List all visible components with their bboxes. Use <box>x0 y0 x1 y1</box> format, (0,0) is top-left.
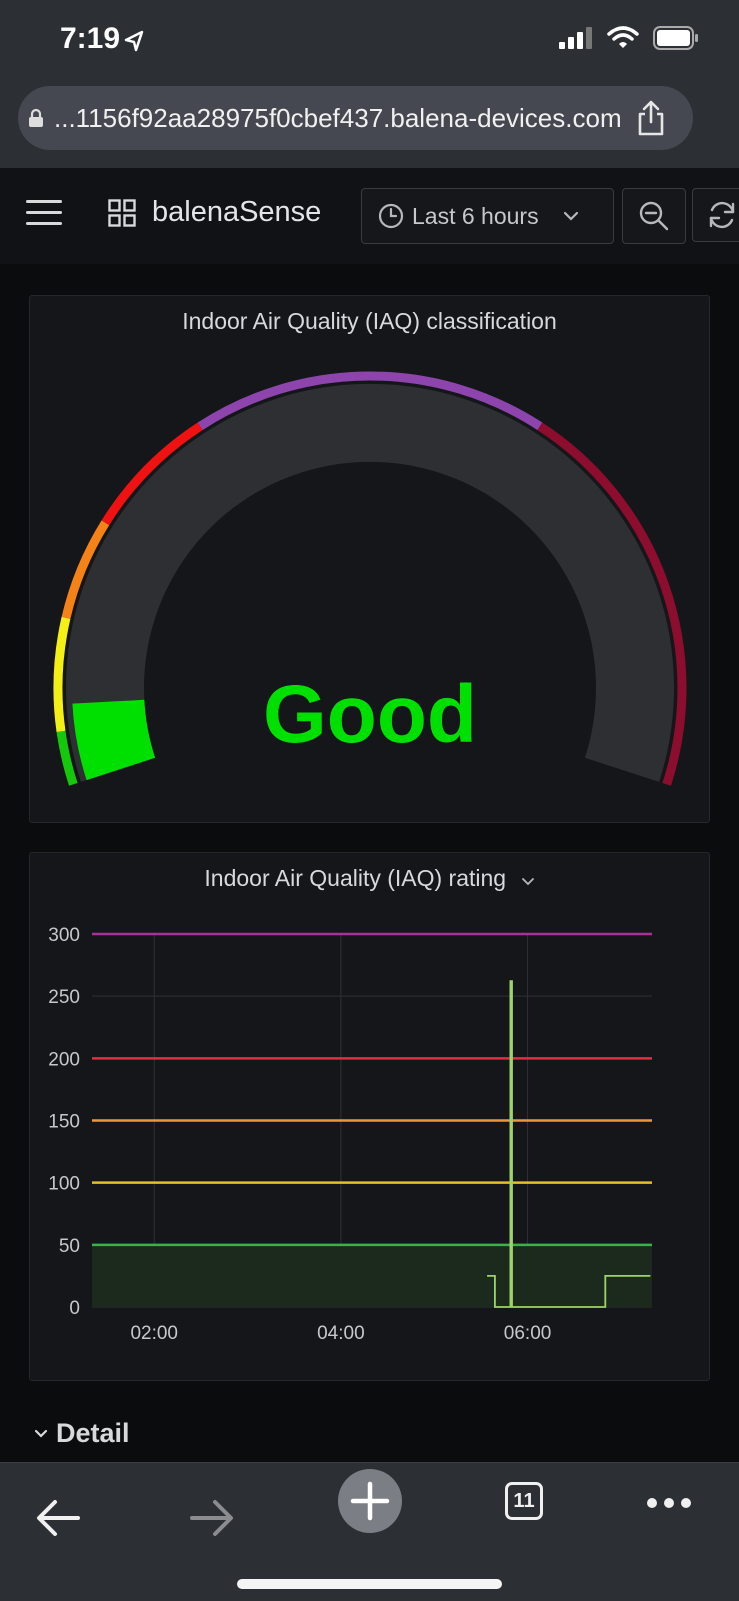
dashboard-title[interactable]: balenaSense <box>108 196 321 229</box>
y-tick-label: 50 <box>59 1236 80 1257</box>
y-tick-label: 300 <box>48 925 80 946</box>
gauge-value-fill <box>72 699 156 781</box>
x-tick-label: 04:00 <box>317 1323 365 1344</box>
iaq-classification-panel: Indoor Air Quality (IAQ) classification … <box>29 295 710 823</box>
panel-title-row[interactable]: Indoor Air Quality (IAQ) rating <box>30 865 709 892</box>
x-tick-label: 06:00 <box>504 1323 552 1344</box>
panel-title: Indoor Air Quality (IAQ) classification <box>182 308 557 334</box>
gauge-background-band <box>66 383 674 782</box>
refresh-button[interactable] <box>692 188 739 242</box>
y-tick-label: 100 <box>48 1174 80 1195</box>
y-tick-label: 150 <box>48 1112 80 1133</box>
gauge-threshold-segment <box>56 730 78 786</box>
status-icons <box>559 26 699 50</box>
iaq-gauge: Good <box>53 371 687 786</box>
zoom-out-icon <box>639 201 669 231</box>
chevron-down-icon <box>563 211 578 221</box>
status-time: 7:19 <box>60 22 121 55</box>
iaq-rating-chart: 0 50 100 150 200 250 300 02:00 04:00 06:00 <box>48 925 652 1344</box>
threshold-region <box>92 1244 652 1307</box>
share-icon[interactable] <box>636 100 666 136</box>
home-indicator <box>237 1579 502 1589</box>
chevron-down-icon <box>521 878 534 886</box>
tabs-button[interactable]: 11 <box>505 1482 543 1520</box>
gauge-threshold-segment <box>53 616 71 733</box>
wifi-icon <box>607 26 639 48</box>
gauge-threshold-segment <box>61 520 110 619</box>
chevron-down-icon <box>34 1429 48 1438</box>
time-range-label: Last 6 hours <box>412 202 539 229</box>
browser-bottom-bar: 11 <box>0 1462 739 1601</box>
y-tick-label: 0 <box>69 1298 80 1319</box>
y-tick-label: 200 <box>48 1049 80 1070</box>
dashboard-title-label: balenaSense <box>152 196 322 228</box>
y-tick-label: 250 <box>48 987 80 1008</box>
zoom-out-button[interactable] <box>622 188 686 244</box>
series-line <box>487 980 651 1308</box>
grid-apps-icon <box>108 198 136 227</box>
more-dots-icon[interactable] <box>646 1497 692 1509</box>
lock-icon <box>29 108 43 127</box>
status-bar: 7:19 <box>0 0 739 80</box>
gauge-threshold-segment <box>537 422 687 786</box>
address-bar[interactable]: ...1156f92aa28975f0cbef437.balena-device… <box>18 86 693 150</box>
section-label: Detail <box>56 1418 130 1448</box>
cellular-signal-icon <box>559 27 592 49</box>
forward-arrow-icon[interactable] <box>190 1499 234 1537</box>
menu-icon[interactable] <box>26 200 62 226</box>
location-arrow-icon <box>124 30 144 52</box>
new-tab-button[interactable] <box>338 1469 402 1533</box>
time-range-picker[interactable]: Last 6 hours <box>361 188 614 244</box>
battery-icon <box>653 26 698 50</box>
clock-icon <box>378 203 404 229</box>
dashboard-toolbar: balenaSense Last 6 hours <box>0 168 739 264</box>
gauge-threshold-segment <box>101 422 203 526</box>
gauge-value-text: Good <box>263 669 477 760</box>
gauge-threshold-segment <box>197 371 543 431</box>
url-text: ...1156f92aa28975f0cbef437.balena-device… <box>54 102 622 133</box>
detail-row-header[interactable]: Detail <box>34 1418 130 1449</box>
browser-address-area: ...1156f92aa28975f0cbef437.balena-device… <box>0 80 739 169</box>
back-arrow-icon[interactable] <box>36 1499 80 1537</box>
iaq-rating-panel: Indoor Air Quality (IAQ) rating 0 50 100 15… <box>29 852 710 1381</box>
panel-title: Indoor Air Quality (IAQ) rating <box>204 865 507 891</box>
refresh-icon <box>709 201 735 229</box>
plus-icon <box>350 1481 390 1521</box>
x-tick-label: 02:00 <box>130 1323 178 1344</box>
tab-count: 11 <box>513 1489 535 1512</box>
